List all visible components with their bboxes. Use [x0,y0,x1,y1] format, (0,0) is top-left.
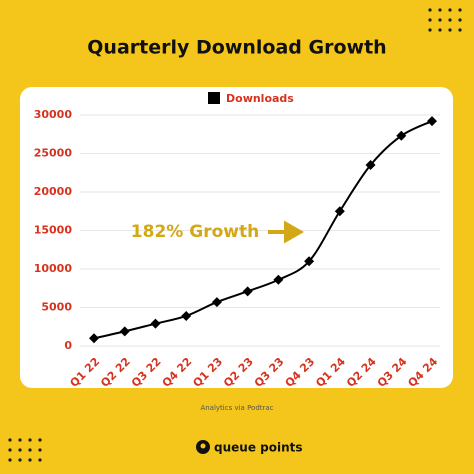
y-tick-label: 20000 [34,185,73,198]
marker [365,160,376,171]
y-tick-label: 15000 [34,224,73,237]
marker [89,333,99,344]
y-tick-label: 30000 [34,108,73,121]
brand: queue points [214,441,303,455]
marker [273,274,284,285]
marker [211,297,222,308]
legend-label: Downloads [226,92,294,105]
marker [119,326,130,337]
plot-card [20,87,453,388]
marker [396,130,407,141]
y-tick-label: 5000 [41,301,72,314]
legend-swatch [208,92,220,104]
marker [150,318,161,329]
marker [242,286,253,297]
chart-title: Quarterly Download Growth [87,37,386,59]
y-tick-label: 25000 [34,147,73,160]
dot-pattern [8,8,462,462]
brand-logo-dot [200,443,206,449]
y-tick-label: 10000 [34,262,73,275]
marker [427,116,437,127]
marker [181,310,192,321]
marker [304,256,315,267]
annotation-arrow [268,220,305,244]
annotation: 182% Growth [131,222,259,242]
marker [334,206,345,217]
y-tick-label: 0 [64,339,72,352]
source: Analytics via Podtrac [200,404,273,412]
